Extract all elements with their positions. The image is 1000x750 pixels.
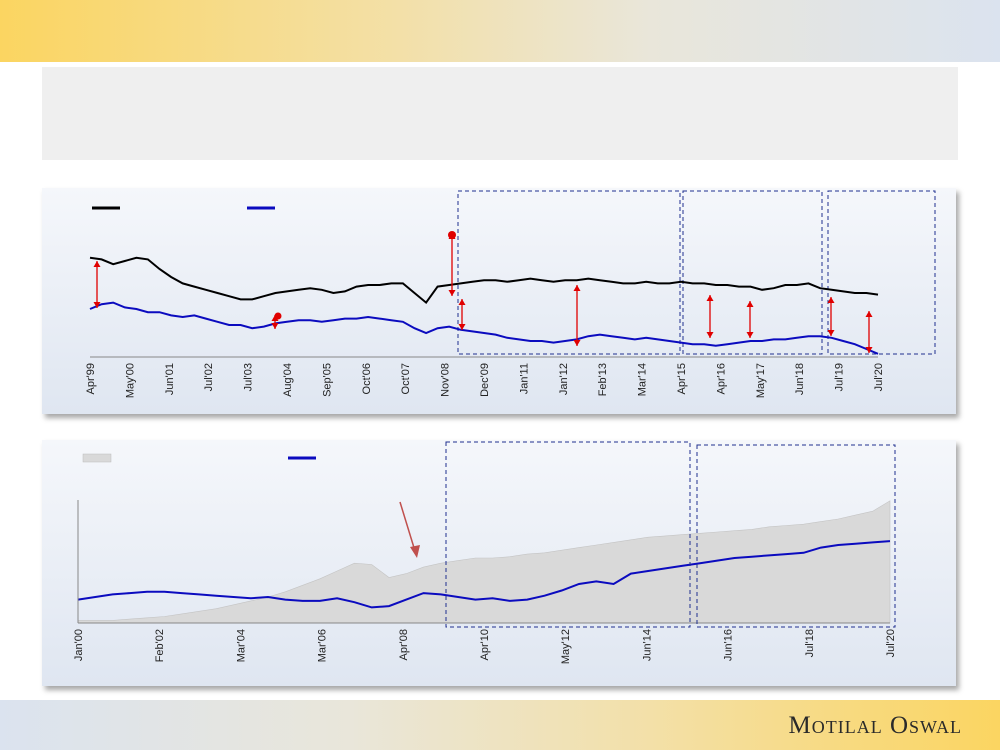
annotation-arrowhead xyxy=(448,290,456,296)
x-tick-label: Jul'19 xyxy=(834,363,846,391)
x-tick-label: Oct'07 xyxy=(400,363,412,394)
chart-bottom-svg: Jan'00 Feb'02 Mar'04 Mar'06 Apr'08 Apr'10 May'… xyxy=(73,441,897,664)
chart-top-svg: Apr'99 May'00 Jun'01 Jul'02 Jul'03 Aug'04 Sep'… xyxy=(85,190,936,398)
annotation-dot xyxy=(448,231,456,239)
x-tick-label: Apr'16 xyxy=(715,363,727,394)
x-tick-label: Feb'13 xyxy=(597,363,609,396)
x-tick-label: Apr'10 xyxy=(479,629,491,660)
series-area xyxy=(77,500,891,624)
x-tick-label: May'17 xyxy=(755,363,767,398)
annotation-arrowhead xyxy=(706,295,714,301)
x-tick-label: Jul'18 xyxy=(804,629,816,657)
annotation-arrowhead xyxy=(746,301,754,307)
x-tick-label: Apr'08 xyxy=(398,629,410,660)
x-tick-label: Apr'99 xyxy=(85,363,97,394)
annotation-arrowhead xyxy=(573,340,581,346)
x-tick-label: Jul'02 xyxy=(203,363,215,391)
x-tick-label: Jul'20 xyxy=(885,629,897,657)
highlight-box xyxy=(827,190,936,355)
x-tick-label: Jul'20 xyxy=(873,363,885,391)
x-tick-label: Mar'14 xyxy=(637,363,649,396)
x-tick-label: Jan'00 xyxy=(73,629,85,661)
annotation-arrowhead xyxy=(93,261,101,267)
legend-swatch xyxy=(82,453,112,463)
annotation-arrowhead xyxy=(573,285,581,291)
x-tick-label: Feb'02 xyxy=(154,629,166,662)
annotation-arrowhead xyxy=(271,323,279,329)
x-tick-label: Jan'12 xyxy=(558,363,570,395)
x-tick-label: Oct'06 xyxy=(361,363,373,394)
annotation-arrowhead xyxy=(458,299,466,305)
annotation-arrowhead xyxy=(827,297,835,303)
chart-panel-top: Apr'99 May'00 Jun'01 Jul'02 Jul'03 Aug'04 Sep'… xyxy=(42,188,956,414)
annotation-arrowhead xyxy=(865,311,873,317)
x-tick-label: Nov'08 xyxy=(440,363,452,397)
series-line xyxy=(77,540,891,609)
series-line xyxy=(89,301,879,355)
highlight-box xyxy=(457,190,681,355)
chart-panel-bottom: Jan'00 Feb'02 Mar'04 Mar'06 Apr'08 Apr'10 May'… xyxy=(42,440,956,686)
annotation-arrowhead xyxy=(865,347,873,353)
x-tick-label: May'00 xyxy=(124,363,136,398)
highlight-box xyxy=(445,441,691,628)
annotation-arrowhead xyxy=(706,332,714,338)
x-tick-label: Aug'04 xyxy=(282,363,294,397)
x-tick-label: Jul'03 xyxy=(243,363,255,391)
x-tick-label: Mar'06 xyxy=(317,629,329,662)
x-tick-label: Jun'16 xyxy=(723,629,735,661)
x-tick-label: Jun'14 xyxy=(641,629,653,661)
brand-logo-text: Motilal Oswal xyxy=(788,712,962,739)
annotation-arrow xyxy=(399,501,416,552)
annotation-arrowhead xyxy=(271,315,279,321)
x-tick-label: Jan'11 xyxy=(518,363,530,394)
x-tick-label: May'12 xyxy=(560,629,572,664)
annotation-arrowhead xyxy=(410,545,420,558)
annotation-arrowhead xyxy=(746,332,754,338)
highlight-box xyxy=(696,444,896,628)
x-tick-label: Mar'04 xyxy=(235,629,247,662)
annotation-arrowhead xyxy=(827,330,835,336)
header-bar xyxy=(0,0,1000,62)
x-tick-label: Jun'01 xyxy=(164,363,176,395)
annotation-dot xyxy=(274,312,282,320)
annotation-arrowhead xyxy=(93,302,101,308)
x-tick-label: Apr'15 xyxy=(676,363,688,394)
title-placeholder-box xyxy=(42,67,958,160)
x-tick-label: Sep'05 xyxy=(321,363,333,397)
annotation-arrowhead xyxy=(458,324,466,330)
series-line xyxy=(89,256,879,305)
highlight-box xyxy=(682,190,823,355)
x-tick-label: Jun'18 xyxy=(794,363,806,395)
footer-bar xyxy=(0,700,1000,750)
x-tick-label: Dec'09 xyxy=(479,363,491,397)
